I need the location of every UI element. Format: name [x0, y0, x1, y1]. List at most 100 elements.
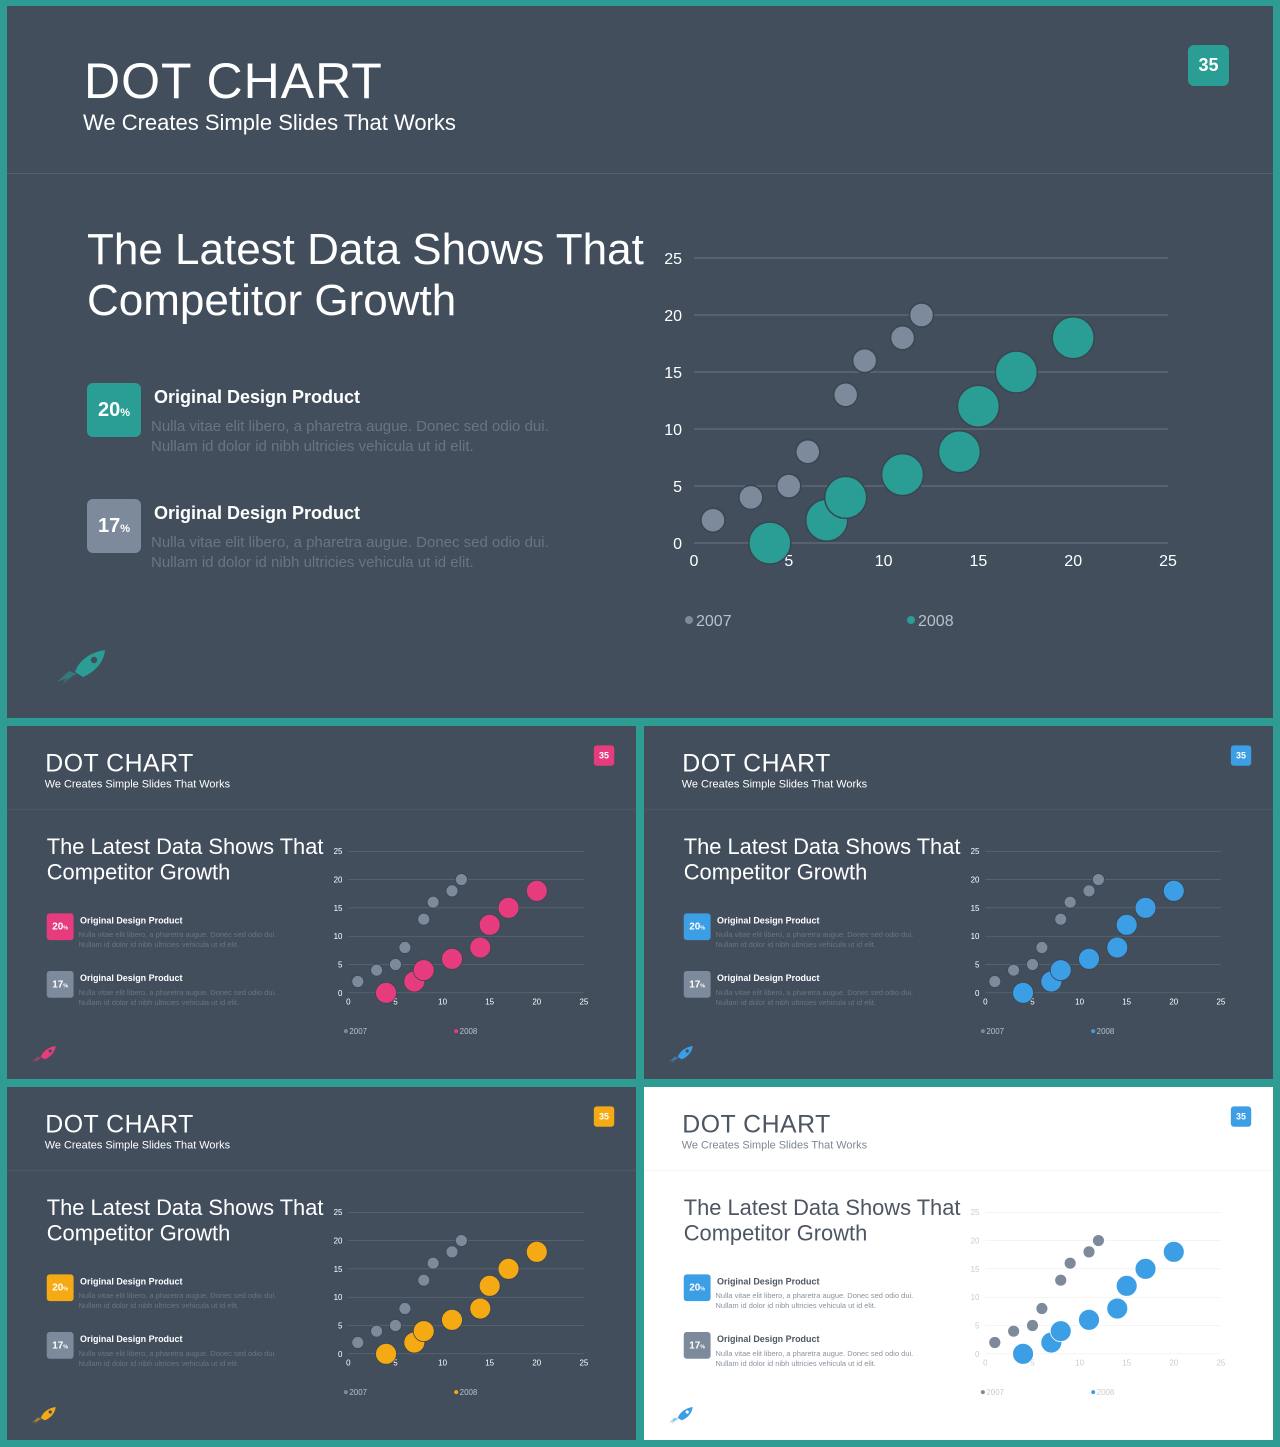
legend-label-2007: 2007: [349, 1388, 367, 1397]
x-tick-label: 25: [1159, 553, 1177, 570]
slide-title: DOT CHART: [84, 53, 383, 109]
data-point-2008: [994, 350, 1039, 394]
stat-description-line-2: Nullam id dolor id nibh ultricies vehicu…: [78, 940, 239, 950]
y-tick-label: 25: [971, 847, 980, 856]
slide-heading: The Latest Data Shows That Competitor Gro…: [87, 224, 647, 326]
y-tick-label: 25: [971, 1208, 980, 1217]
x-tick-label: 10: [438, 997, 447, 1006]
stat-percent-badge: 20%: [46, 1274, 74, 1302]
data-point-2007: [455, 1234, 468, 1247]
data-point-2007: [370, 1324, 383, 1338]
data-point-2008: [937, 430, 982, 474]
slide-content: DOT CHART We Creates Simple Slides That …: [7, 1087, 636, 1440]
data-point-2008: [1012, 1343, 1034, 1365]
data-point-2008: [1115, 914, 1138, 936]
data-point-2007: [426, 895, 440, 909]
stat-description-line-2: Nullam id dolor id nibh ultricies vehicu…: [151, 554, 474, 571]
y-tick-label: 20: [971, 1237, 980, 1246]
data-point-2007: [1063, 895, 1077, 909]
x-tick-label: 15: [485, 1358, 494, 1367]
legend-marker-2007: [343, 1029, 348, 1034]
stat-percent-unit: %: [63, 1286, 69, 1293]
stat-description-line-2: Nullam id dolor id nibh ultricies vehicu…: [151, 438, 474, 455]
slide-subtitle: We Creates Simple Slides That Works: [44, 1138, 231, 1152]
slide-pink: DOT CHART We Creates Simple Slides That …: [7, 726, 636, 1079]
x-tick-label: 20: [1169, 1358, 1178, 1367]
data-point-2007: [351, 1336, 365, 1349]
data-point-2008: [375, 982, 397, 1004]
y-tick-label: 10: [664, 422, 682, 439]
x-tick-label: 20: [1064, 553, 1082, 570]
legend-label-2008: 2008: [1097, 1388, 1115, 1397]
x-tick-label: 5: [393, 1358, 398, 1367]
data-point-2008: [1078, 948, 1100, 970]
y-tick-label: 5: [975, 1321, 980, 1330]
data-point-2008: [497, 1258, 520, 1280]
x-tick-label: 25: [579, 997, 588, 1006]
stat-title: Original Design Product: [717, 972, 820, 983]
data-point-2008: [1106, 936, 1129, 959]
data-point-2008: [880, 452, 925, 497]
data-point-2008: [1049, 1320, 1072, 1342]
slide-main: DOT CHART We Creates Simple Slides That …: [7, 6, 1273, 718]
legend-label-2008: 2008: [460, 1388, 478, 1397]
legend-label-2007: 2007: [986, 1027, 1004, 1036]
legend-marker-2007: [685, 616, 693, 624]
y-tick-label: 15: [334, 904, 343, 913]
x-tick-label: 0: [346, 997, 351, 1006]
stat-percent-value: 17: [97, 515, 121, 537]
slide-yellow: DOT CHART We Creates Simple Slides That …: [7, 1087, 636, 1440]
stat-description-line-1: Nulla vitae elit libero, a pharetra augu…: [78, 1291, 277, 1301]
stat-percent-unit: %: [120, 407, 131, 419]
stat-percent-unit: %: [700, 1343, 706, 1350]
y-tick-label: 20: [334, 876, 343, 885]
data-point-2007: [776, 473, 802, 499]
data-point-2007: [988, 975, 1002, 988]
stat-percent-badge: 20%: [46, 913, 74, 941]
y-tick-label: 5: [338, 1321, 343, 1330]
y-tick-label: 15: [971, 1265, 980, 1274]
data-point-2007: [1092, 1234, 1105, 1247]
data-point-2007: [1007, 963, 1020, 977]
stat-percent-unit: %: [63, 982, 69, 989]
data-point-2007: [851, 347, 878, 374]
legend-marker-2008: [1091, 1029, 1096, 1034]
data-point-2007: [832, 382, 859, 408]
legend-label-2007: 2007: [349, 1027, 367, 1036]
legend-marker-2007: [980, 1029, 985, 1034]
stat-description-line-2: Nullam id dolor id nibh ultricies vehicu…: [78, 998, 239, 1007]
legend-marker-2007: [343, 1390, 348, 1395]
data-point-2007: [1026, 1319, 1039, 1332]
stat-description-line-1: Nulla vitae elit libero, a pharetra augu…: [715, 1291, 914, 1301]
y-tick-label: 0: [673, 536, 682, 553]
data-point-2008: [1115, 1275, 1138, 1297]
stat-percent-value: 20: [689, 1282, 701, 1294]
stat-percent-badge: 17%: [683, 970, 711, 998]
stat-percent-badge: 17%: [683, 1331, 711, 1359]
data-point-2008: [469, 1297, 492, 1320]
y-tick-label: 5: [338, 960, 343, 969]
stat-description: Nulla vitae elit libero, a pharetra augu…: [79, 1291, 313, 1311]
data-point-2007: [455, 873, 468, 886]
data-point-2007: [426, 1256, 440, 1270]
legend-label-2007: 2007: [986, 1388, 1004, 1397]
heading-line-1: The Latest Data Shows That: [683, 834, 961, 860]
data-point-2008: [1162, 1241, 1185, 1263]
stat-description: Nulla vitae elit libero, a pharetra augu…: [79, 1349, 313, 1369]
stat-percent-badge: 20%: [683, 913, 711, 941]
stat-percent-value: 17: [52, 978, 64, 990]
data-point-2007: [1063, 1256, 1077, 1270]
slide-title: DOT CHART: [682, 749, 831, 778]
x-tick-label: 0: [983, 997, 988, 1006]
stat-title: Original Design Product: [154, 503, 361, 523]
x-tick-label: 20: [1169, 997, 1178, 1006]
data-point-2008: [1012, 982, 1034, 1004]
stat-percent-badge: 17%: [87, 499, 141, 553]
legend-marker-2008: [1091, 1390, 1096, 1395]
heading-line-2: Competitor Growth: [46, 1221, 231, 1246]
data-point-2007: [988, 1336, 1002, 1349]
slide-content: DOT CHART We Creates Simple Slides That …: [7, 6, 1273, 718]
legend-marker-2008: [454, 1390, 459, 1395]
page-number-badge: 35: [1188, 45, 1229, 86]
slide-content: DOT CHART We Creates Simple Slides That …: [7, 726, 636, 1079]
